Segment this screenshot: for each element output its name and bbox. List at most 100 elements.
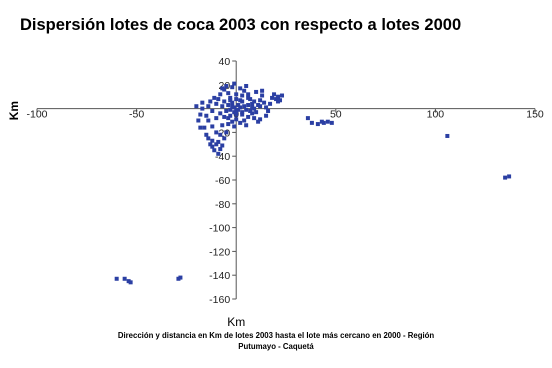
data-point [224,108,229,113]
data-point [200,100,205,105]
data-point [240,112,245,117]
data-point [228,98,233,103]
data-point [256,119,261,124]
data-point [220,123,225,128]
data-point [222,99,227,104]
data-point [238,86,243,91]
data-point [230,100,235,105]
data-point [216,151,221,156]
data-point [258,104,263,109]
data-point [266,108,271,113]
data-point [250,111,255,116]
data-point [238,120,243,125]
data-point [218,132,223,137]
y-tick-label: -60 [215,175,230,187]
data-point [276,99,281,104]
data-point [250,105,255,110]
y-tick-label: -80 [215,199,230,211]
data-point [264,113,269,118]
data-point [445,133,450,138]
data-point [258,117,263,122]
y-tick-label: 40 [219,56,231,68]
data-point [246,95,251,100]
data-point [214,101,219,106]
y-tick-label: -100 [209,223,230,235]
data-point [260,88,265,93]
data-point [222,136,227,141]
data-points [114,81,512,285]
data-point [226,103,231,108]
x-tick-label: -50 [129,109,144,121]
data-point [206,118,211,123]
data-point [210,144,215,149]
data-point [212,148,217,153]
data-point [240,110,245,115]
y-axis-title: Km [7,101,21,120]
data-point [208,142,213,147]
data-point [238,105,243,110]
data-point [325,119,330,124]
data-point [242,88,247,93]
caption-line-2: Putumayo - Caquetá [238,342,314,351]
caption-line-1: Dirección y distancia en Km de lotes 200… [117,331,435,340]
data-point [236,107,241,112]
data-point [204,132,209,137]
data-point [268,101,273,106]
data-point [212,95,217,100]
data-point [114,276,119,281]
data-point [218,92,223,97]
data-point [280,93,285,98]
data-point [503,175,508,180]
data-point [252,116,257,121]
data-point [204,113,209,118]
data-point [507,174,512,179]
x-axis-title: Km [227,315,245,329]
data-point [321,120,326,125]
data-point [232,124,237,129]
data-point [196,118,201,123]
y-tick-label: -120 [209,246,230,258]
data-point [309,120,314,125]
data-point [254,89,259,94]
data-point [226,116,231,121]
x-tick-label: 50 [330,109,342,121]
data-point [220,104,225,109]
y-tick-label: -140 [209,270,230,282]
data-point [230,85,235,90]
data-point [246,103,251,108]
data-point [270,95,275,100]
data-point [230,119,235,124]
chart-caption: Dirección y distancia en Km de lotes 200… [0,330,552,352]
data-point [258,98,263,103]
data-point [232,110,237,115]
data-point [252,99,257,104]
data-point [222,114,227,119]
data-point [232,81,237,86]
data-point [234,117,239,122]
data-point [244,107,249,112]
chart-title: Dispersión lotes de coca 2003 con respec… [20,16,462,34]
data-point [329,120,334,125]
data-point [254,110,259,115]
x-tick-label: 100 [427,109,445,121]
data-point [226,122,231,127]
data-point [244,123,249,128]
data-point [276,94,281,99]
data-point [178,275,183,280]
data-point [234,92,239,97]
data-point [272,92,277,97]
data-point [210,124,215,129]
data-point [262,100,267,105]
data-point [228,113,233,118]
data-point [214,130,219,135]
data-point [220,143,225,148]
data-point [248,108,253,113]
data-point [198,112,203,117]
data-point [234,112,239,117]
data-point [224,130,229,135]
data-point [218,111,223,116]
data-point [198,125,203,130]
data-point [122,276,127,281]
data-point [202,125,207,130]
data-point [260,93,265,98]
